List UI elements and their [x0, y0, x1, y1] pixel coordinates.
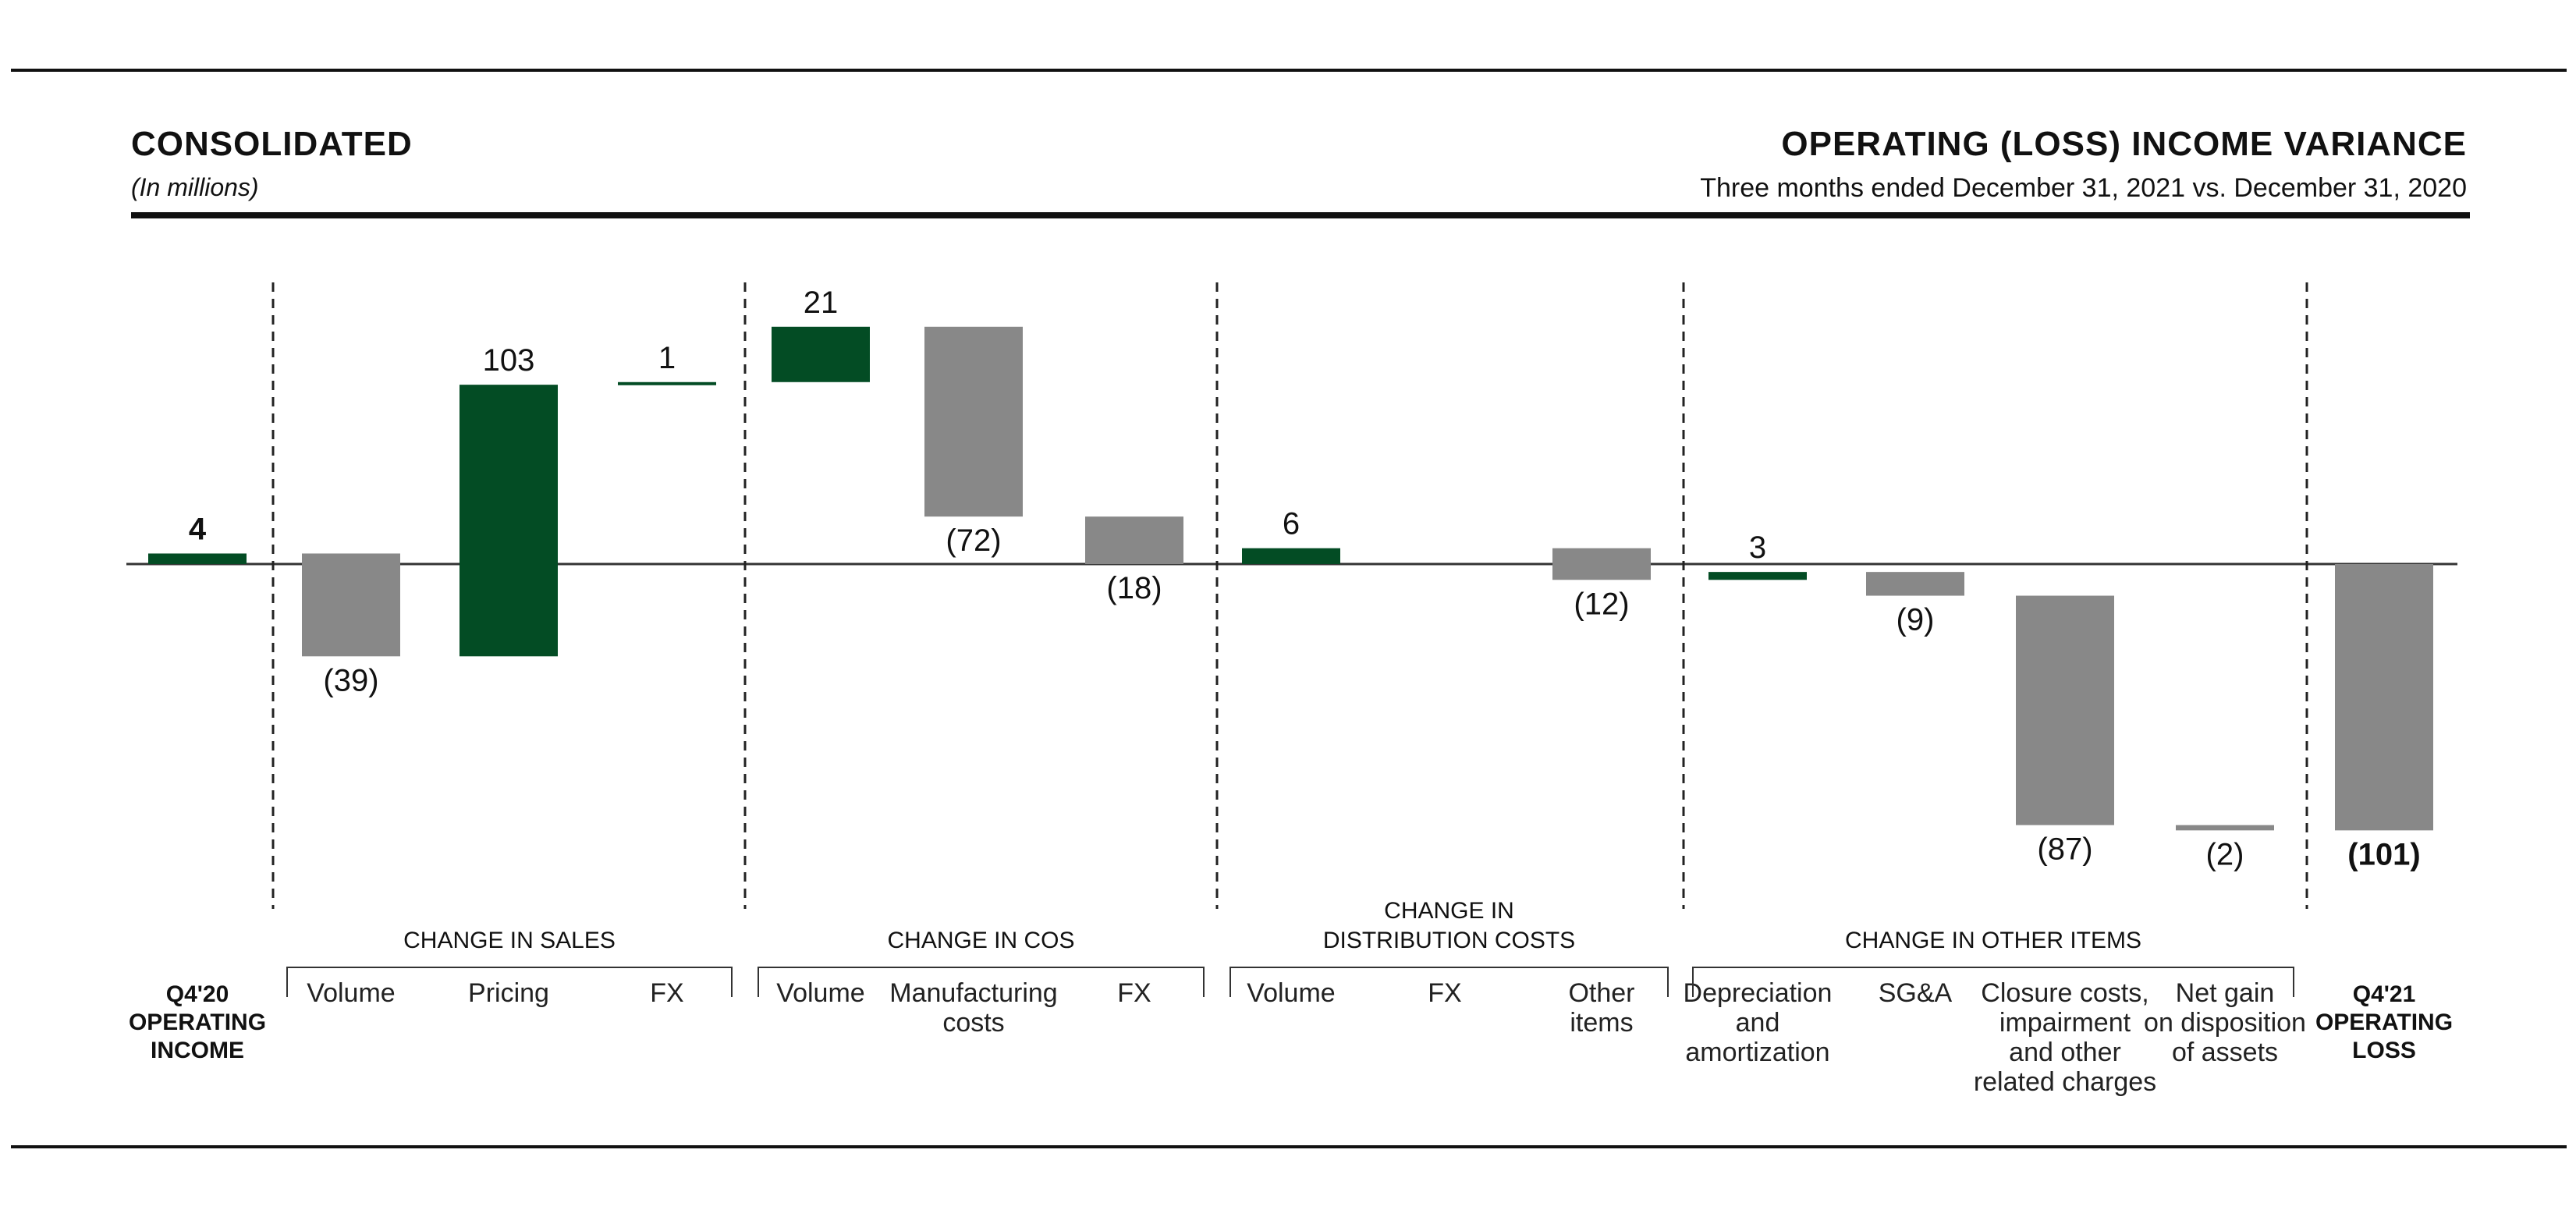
end-label-1: OPERATING — [2315, 1010, 2453, 1035]
label-start-value: 4 — [189, 512, 207, 546]
value-label-0-2: 1 — [658, 341, 676, 375]
value-label-3-2: (87) — [2037, 832, 2092, 867]
bar-0-2 — [618, 381, 716, 385]
start-label-0: Q4'20 — [166, 981, 229, 1007]
group-bracket-3 — [1692, 967, 2294, 997]
category-label-1-0-0: Volume — [776, 978, 864, 1008]
group-label-0-0: CHANGE IN SALES — [403, 928, 616, 953]
subtitle-left: (In millions) — [131, 173, 259, 201]
category-label-3-2-3: related charges — [1974, 1067, 2156, 1097]
bar-3-0 — [1708, 572, 1807, 580]
bar-start — [148, 553, 247, 564]
category-label-0-1-0: Pricing — [468, 978, 549, 1008]
value-label-2-2: (12) — [1574, 587, 1629, 621]
value-label-2-0: 6 — [1283, 507, 1300, 541]
value-label-3-3: (2) — [2206, 837, 2244, 871]
bar-1-2 — [1085, 516, 1183, 564]
category-label-3-3-0: Net gain — [2176, 978, 2275, 1008]
header-rule — [131, 212, 2470, 218]
value-label-3-0: 3 — [1749, 530, 1766, 565]
category-label-0-2-0: FX — [650, 978, 683, 1008]
group-label-1-0: CHANGE IN COS — [887, 928, 1074, 953]
category-label-3-0-2: amortization — [1685, 1038, 1829, 1067]
bar-0-0 — [302, 553, 400, 657]
category-label-2-2-1: items — [1570, 1008, 1633, 1038]
group-bracket-2 — [1229, 967, 1669, 997]
title-left: CONSOLIDATED — [131, 125, 413, 163]
start-label-1: OPERATING — [129, 1010, 266, 1035]
category-label-2-0-0: Volume — [1247, 978, 1335, 1008]
group-label-2-1: DISTRIBUTION COSTS — [1323, 928, 1575, 953]
category-label-3-0-1: and — [1736, 1008, 1780, 1038]
category-label-3-2-1: impairment — [1999, 1008, 2131, 1038]
group-label-3-0: CHANGE IN OTHER ITEMS — [1845, 928, 2141, 953]
category-label-2-1-0: FX — [1428, 978, 1461, 1008]
bar-0-1 — [459, 385, 558, 657]
group-label-2-0: CHANGE IN — [1384, 898, 1514, 924]
value-label-1-1: (72) — [946, 523, 1001, 558]
category-label-3-1-0: SG&A — [1879, 978, 1953, 1008]
category-label-2-2-0: Other — [1568, 978, 1634, 1008]
bar-end — [2335, 564, 2433, 831]
label-end-value: (101) — [2347, 837, 2420, 871]
bar-1-1 — [924, 326, 1023, 517]
category-label-3-2-0: Closure costs, — [1981, 978, 2148, 1008]
end-label-2: LOSS — [2352, 1038, 2416, 1063]
bar-2-2 — [1552, 548, 1651, 580]
category-label-1-1-1: costs — [942, 1008, 1004, 1038]
value-label-3-1: (9) — [1897, 603, 1935, 637]
value-label-0-0: (39) — [323, 663, 378, 697]
bottom-rule — [11, 1145, 2567, 1148]
chart-subtitle: Three months ended December 31, 2021 vs.… — [1700, 173, 2467, 203]
category-label-1-2-0: FX — [1117, 978, 1151, 1008]
category-label-0-0-0: Volume — [307, 978, 395, 1008]
category-label-3-3-2: of assets — [2172, 1038, 2278, 1067]
start-label-2: INCOME — [151, 1038, 244, 1063]
chart-header: CONSOLIDATED (In millions) OPERATING (LO… — [131, 125, 2471, 218]
bar-3-3 — [2176, 825, 2274, 831]
end-label-0: Q4'21 — [2353, 981, 2416, 1007]
top-rule — [11, 69, 2567, 72]
bar-1-0 — [772, 326, 870, 382]
group-bracket-0 — [286, 967, 733, 997]
category-label-3-2-2: and other — [2009, 1038, 2121, 1067]
category-label-3-0-0: Depreciation — [1684, 978, 1833, 1008]
group-bracket-1 — [758, 967, 1205, 997]
bar-3-2 — [2016, 595, 2114, 825]
value-label-0-1: 103 — [483, 343, 535, 378]
value-label-1-2: (18) — [1106, 571, 1162, 605]
chart-title: OPERATING (LOSS) INCOME VARIANCE — [1781, 125, 2467, 163]
category-label-1-1-0: Manufacturing — [889, 978, 1057, 1008]
value-label-1-0: 21 — [804, 286, 839, 320]
bar-3-1 — [1866, 572, 1964, 596]
category-label-3-3-1: on disposition — [2144, 1008, 2306, 1038]
bar-2-0 — [1242, 548, 1340, 564]
